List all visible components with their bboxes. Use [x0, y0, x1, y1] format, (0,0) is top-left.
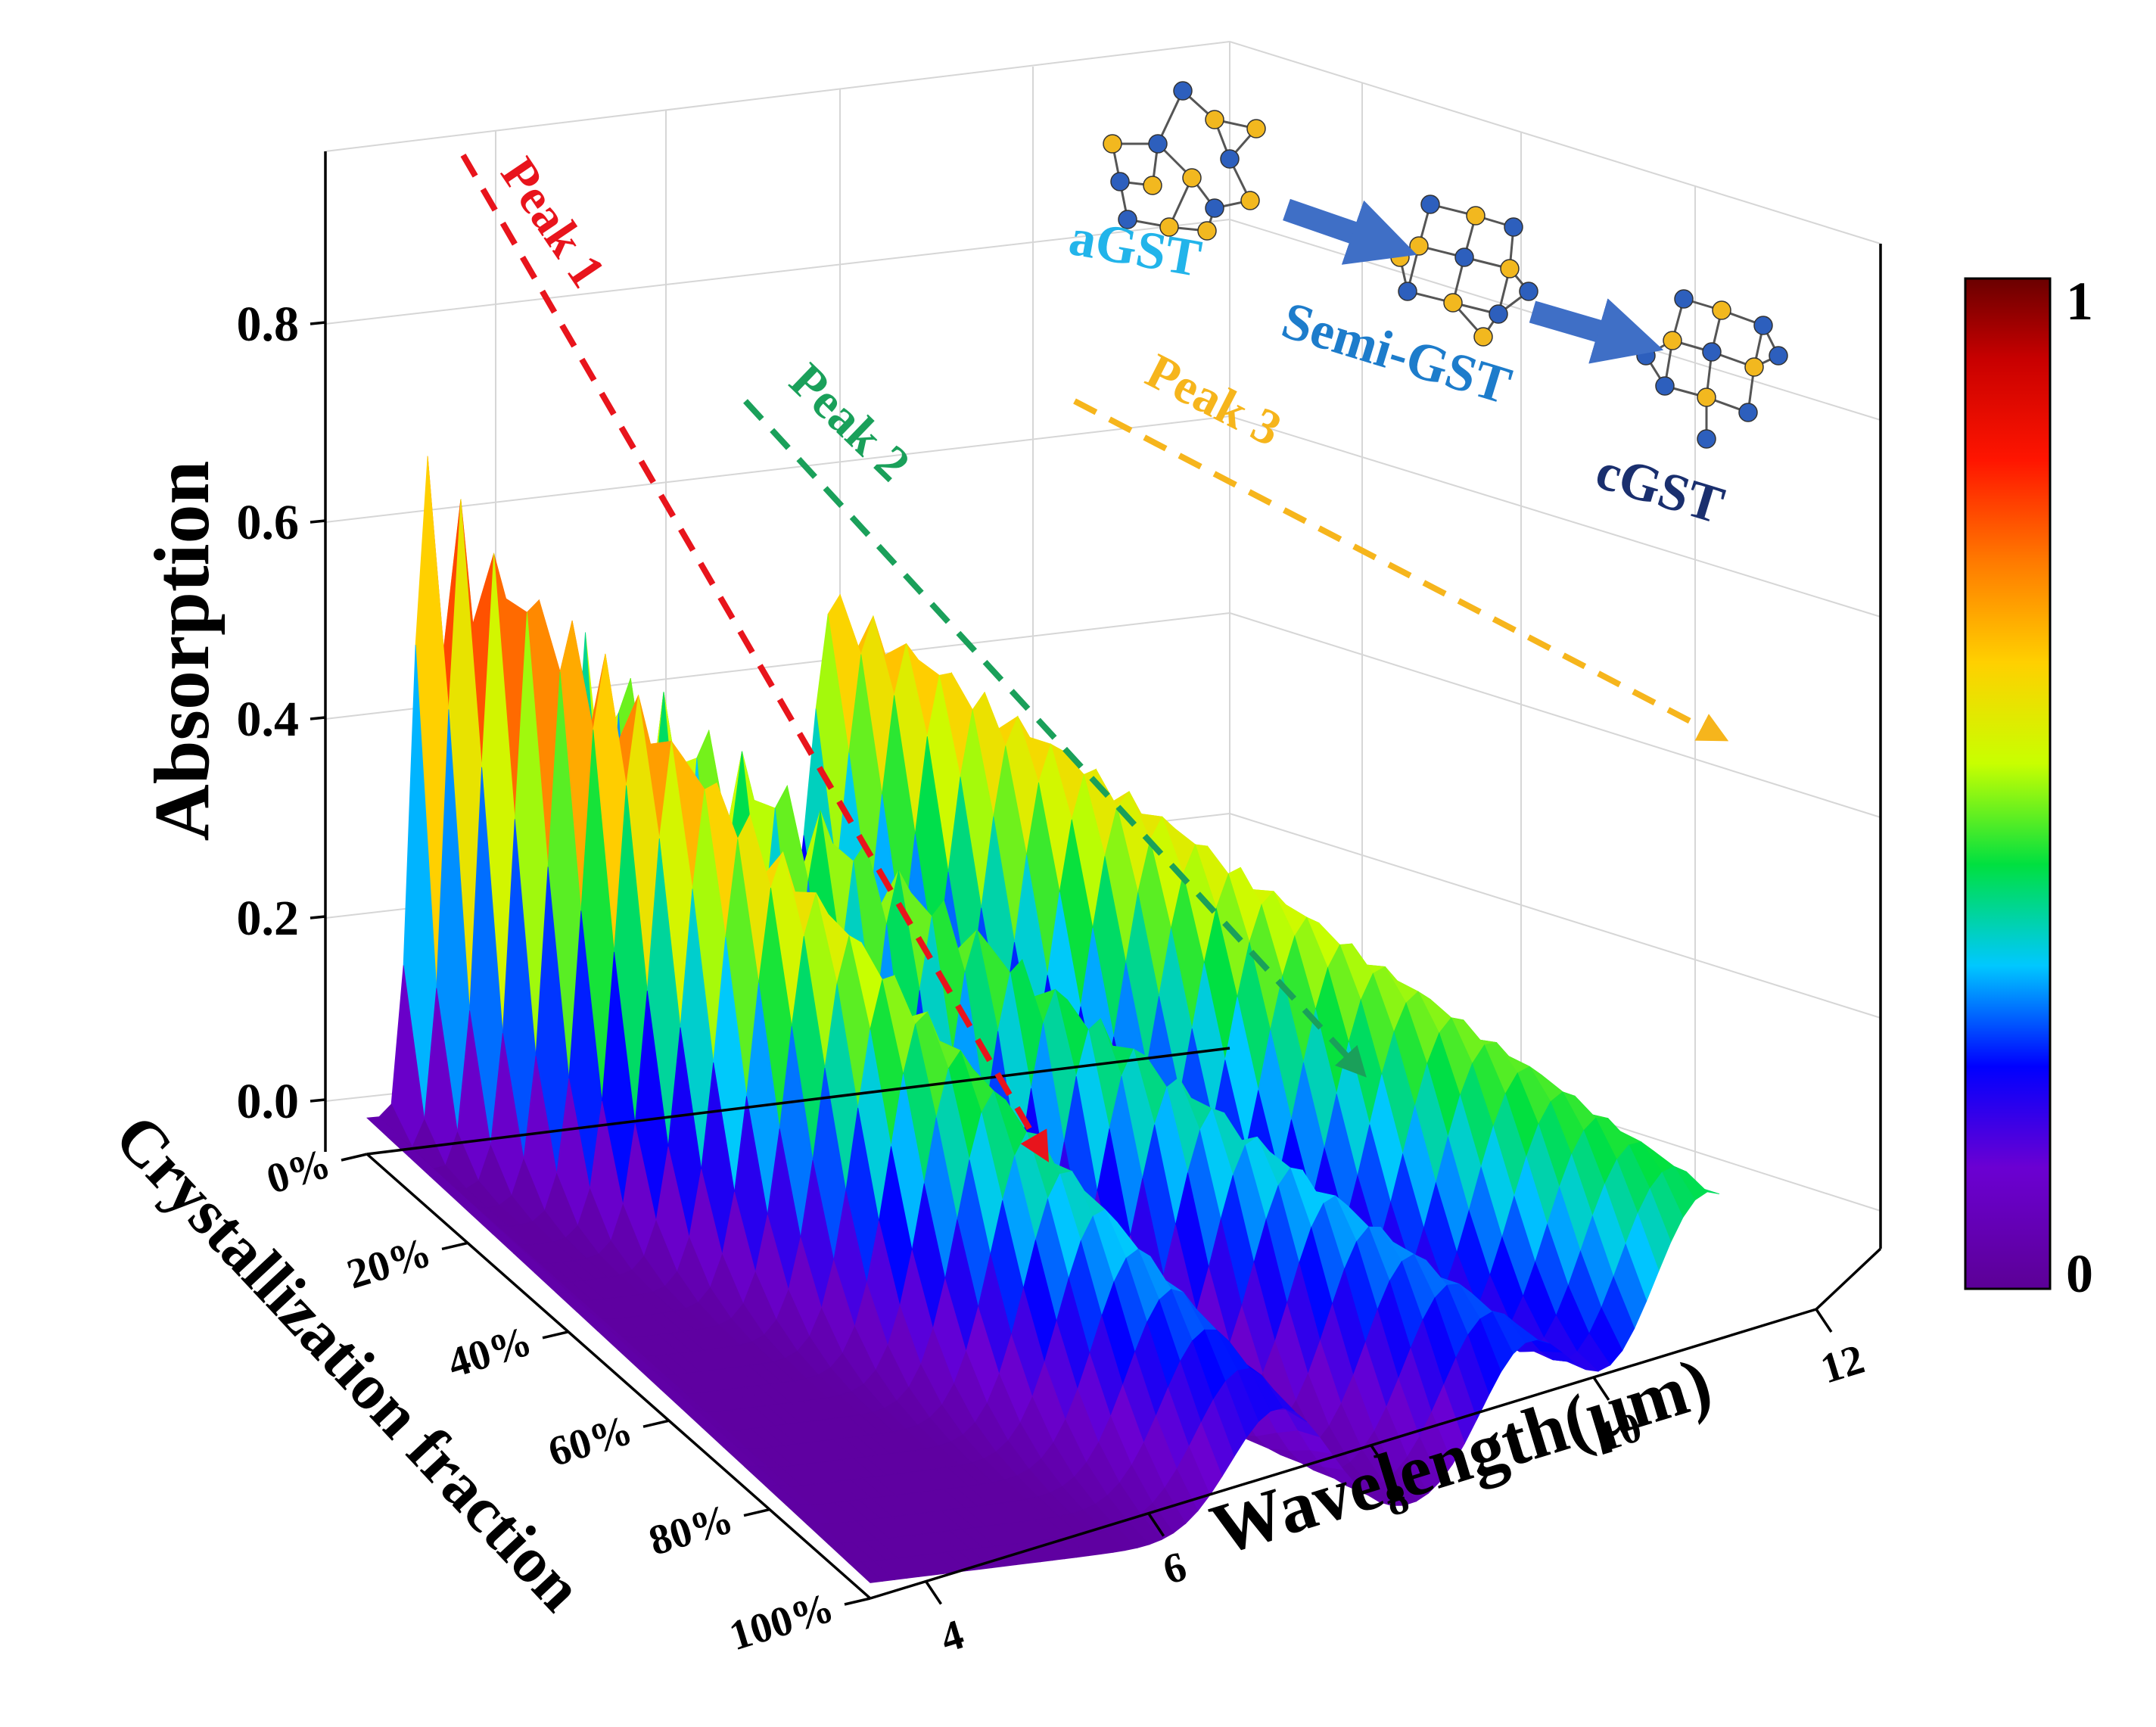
blue-atom: [1205, 198, 1224, 218]
peak-1-arrow: [460, 153, 1050, 1162]
blue-atom: [1636, 346, 1656, 366]
transition-arrow-2: [1529, 298, 1664, 364]
blue-atom: [1489, 304, 1508, 324]
gold-atom: [1197, 221, 1217, 241]
blue-atom: [1173, 81, 1193, 101]
absorption-axis-title: Absorption: [138, 461, 226, 842]
crystallization-tick: [542, 1330, 569, 1340]
wavelength-tick: [925, 1580, 942, 1605]
gold-atom: [1500, 259, 1520, 278]
gold-atom: [1443, 293, 1463, 313]
bond: [1156, 90, 1184, 145]
crystallization-tick-label: 100%: [724, 1584, 839, 1660]
crystallization-tick: [642, 1419, 670, 1428]
wavelength-tick: [1147, 1512, 1165, 1537]
blue-atom: [1697, 429, 1716, 449]
cgst-label: cGST: [1589, 442, 1730, 536]
gold-atom: [1182, 168, 1202, 188]
colorbar-max-label: 1: [2066, 271, 2093, 331]
gold-atom: [1205, 110, 1224, 129]
blue-atom: [1519, 282, 1538, 301]
plot-box: [324, 151, 1882, 1600]
crystallization-tick-label: 40%: [443, 1318, 537, 1387]
absorption-tick: [310, 321, 326, 325]
gold-atom: [1663, 331, 1682, 350]
absorption-axis: 0.0 0.2 0.4 0.6 0.8: [237, 297, 326, 1129]
blue-atom: [1769, 346, 1788, 366]
gold-atom: [1143, 176, 1162, 195]
blue-atom: [1220, 149, 1240, 169]
peak-2-label: Peak 2: [779, 353, 921, 492]
absorption-tick-label: 0.0: [237, 1074, 300, 1129]
gold-atom: [1466, 206, 1486, 226]
crystallization-tick-label: 80%: [644, 1495, 739, 1565]
wavelength-tick: [1815, 1308, 1833, 1333]
gold-atom: [1697, 387, 1716, 407]
blue-atom: [1420, 194, 1440, 214]
blue-atom: [1655, 376, 1675, 396]
wavelength-tick-label: 4: [935, 1611, 969, 1662]
crystallization-tick: [441, 1241, 468, 1251]
wavelength-tick-label: 6: [1158, 1543, 1192, 1594]
absorption-tick: [310, 1098, 326, 1103]
wavelength-tick: [1370, 1444, 1388, 1469]
colorbar-gradient: [1964, 277, 2052, 1290]
blue-atom: [1118, 210, 1137, 229]
peak-3-label: Peak 3: [1137, 343, 1290, 457]
agst-label: aGST: [1065, 208, 1206, 288]
phase-transition-inset: aGST Semi-GST cGST: [1065, 81, 1788, 536]
wavelength-tick-label: 12: [1815, 1336, 1870, 1393]
gold-atom: [1409, 236, 1429, 256]
transition-arrow-1: [1283, 198, 1417, 265]
blue-atom: [1148, 134, 1168, 154]
gold-atom: [1159, 217, 1179, 237]
gold-atom: [1103, 134, 1122, 154]
gold-atom: [1744, 357, 1764, 377]
surface-patch: [848, 1561, 883, 1583]
gold-atom: [1390, 247, 1410, 267]
crystallization-tick: [743, 1508, 770, 1517]
colorbar-min-label: 0: [2066, 1243, 2093, 1304]
blue-atom: [1504, 217, 1523, 237]
absorption-tick: [310, 915, 326, 920]
gold-atom: [1246, 119, 1266, 138]
absorption-tick-label: 0.8: [237, 297, 300, 352]
absorption-tick-label: 0.4: [237, 692, 300, 747]
colorbar: 1 0: [1964, 271, 2093, 1304]
crystallization-tick-label: 60%: [543, 1406, 638, 1476]
blue-atom: [1454, 247, 1474, 267]
blue-atom: [1702, 342, 1722, 362]
peak-2-arrow: [743, 399, 1367, 1078]
gold-atom: [1473, 327, 1493, 347]
crystallization-tick: [844, 1597, 871, 1606]
absorption-tick-label: 0.6: [237, 495, 300, 550]
blue-atom: [1398, 282, 1417, 301]
blue-atom: [1110, 172, 1130, 191]
peak-1-label: Peak 1: [490, 148, 616, 297]
crystallization-tick-label: 20%: [342, 1229, 437, 1299]
blue-atom: [1738, 403, 1758, 422]
crystallization-tick-label: 0%: [261, 1140, 335, 1203]
peak-3-annotation: Peak 3: [1073, 343, 1729, 742]
amorphous-structure-icon: [1103, 81, 1266, 241]
crystalline-structure-icon: [1636, 289, 1788, 449]
crystallization-tick: [341, 1153, 368, 1162]
gold-atom: [1712, 300, 1731, 320]
blue-atom: [1753, 316, 1773, 335]
absorption-tick: [310, 716, 326, 720]
blue-atom: [1674, 289, 1694, 309]
semi-crystalline-structure-icon: [1390, 194, 1538, 347]
gold-atom: [1240, 191, 1260, 210]
wavelength-tick: [1592, 1376, 1610, 1401]
absorption-tick: [310, 519, 326, 524]
peak-3-arrow: [1073, 398, 1729, 742]
absorption-tick-label: 0.2: [237, 891, 300, 946]
